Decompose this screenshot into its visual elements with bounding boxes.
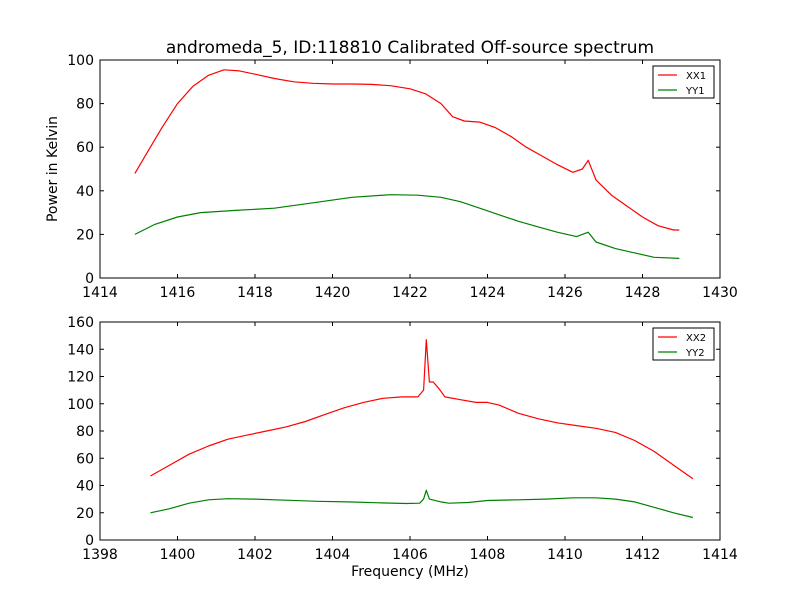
top-x-tick-label: 1418 — [237, 285, 273, 301]
top-legend-box — [652, 65, 715, 99]
x-axis-label: Frequency (MHz) — [351, 564, 469, 580]
top-x-tick-label: 1422 — [392, 285, 428, 301]
bottom-series-line-0 — [150, 339, 694, 480]
top-x-tick-label: 1430 — [702, 285, 738, 301]
bottom-y-tick-label: 80 — [76, 424, 94, 440]
top-y-tick-label: 60 — [76, 140, 94, 156]
bottom-legend-label-1: YY2 — [685, 348, 705, 359]
bottom-legend-box — [652, 327, 715, 361]
bottom-y-tick-label: 40 — [76, 479, 94, 495]
bottom-x-tick-label: 1398 — [82, 547, 118, 563]
bottom-x-tick-label: 1404 — [315, 547, 351, 563]
bottom-x-tick-label: 1400 — [160, 547, 196, 563]
top-x-tick-label: 1420 — [315, 285, 351, 301]
top-series-line-1 — [134, 194, 680, 259]
top-legend-label-1: YY1 — [685, 86, 705, 97]
top-x-tick-label: 1428 — [625, 285, 661, 301]
bottom-x-tick-label: 1408 — [470, 547, 506, 563]
bottom-x-tick-label: 1402 — [237, 547, 273, 563]
top-y-tick-label: 40 — [76, 184, 94, 200]
bottom-y-tick-label: 160 — [67, 315, 94, 331]
top-axes-frame — [99, 59, 721, 279]
top-x-tick-label: 1414 — [82, 285, 118, 301]
y-axis-label: Power in Kelvin — [45, 116, 61, 222]
top-legend-label-0: XX1 — [686, 71, 706, 82]
bottom-y-tick-label: 20 — [76, 506, 94, 522]
top-y-tick-label: 0 — [85, 271, 94, 287]
bottom-series-line-1 — [150, 489, 694, 519]
bottom-y-tick-label: 100 — [67, 397, 94, 413]
bottom-y-tick-label: 120 — [67, 370, 94, 386]
bottom-x-tick-label: 1414 — [702, 547, 738, 563]
top-x-tick-label: 1416 — [160, 285, 196, 301]
bottom-y-tick-label: 140 — [67, 342, 94, 358]
bottom-axes-frame — [99, 321, 721, 541]
top-y-tick-label: 80 — [76, 97, 94, 113]
top-y-tick-label: 20 — [76, 227, 94, 243]
top-y-tick-label: 100 — [67, 53, 94, 69]
bottom-x-tick-label: 1412 — [625, 547, 661, 563]
bottom-y-tick-label: 60 — [76, 451, 94, 467]
top-x-tick-label: 1424 — [470, 285, 506, 301]
bottom-legend-label-0: XX2 — [686, 333, 706, 344]
top-series-line-0 — [134, 69, 680, 231]
chart-title: andromeda_5, ID:118810 Calibrated Off-so… — [166, 38, 654, 58]
bottom-plot-panel: 1398 1400 1402 1404 1406 1408 1410 1412 1414 0 20 4… — [67, 315, 738, 563]
bottom-x-tick-label: 1410 — [547, 547, 583, 563]
bottom-y-tick-label: 0 — [85, 533, 94, 549]
top-plot-panel: 1414 1416 1418 1420 1422 1424 1426 1428 1430 0 20 4… — [67, 53, 738, 301]
top-x-tick-label: 1426 — [547, 285, 583, 301]
bottom-x-tick-label: 1406 — [392, 547, 428, 563]
